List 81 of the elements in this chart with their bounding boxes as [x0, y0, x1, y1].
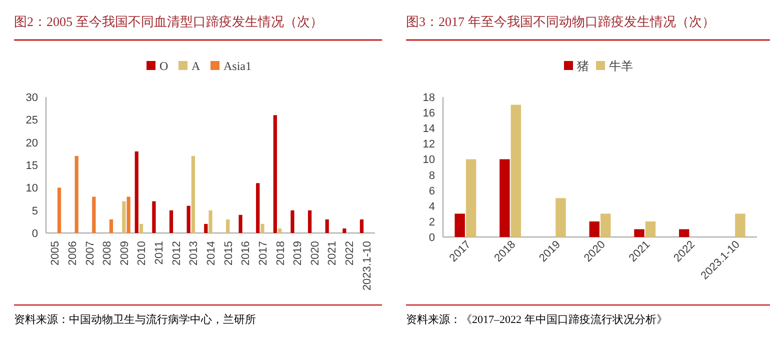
x-tick-label: 2018 [274, 241, 287, 266]
x-tick-label: 2016 [240, 241, 252, 266]
bar [556, 198, 566, 237]
bar [57, 188, 62, 233]
x-tick-label: 2021 [326, 241, 339, 266]
bar [589, 221, 600, 237]
x-tick-label: 2008 [102, 241, 114, 266]
y-tick-label: 20 [26, 137, 38, 150]
bar [679, 229, 690, 237]
bar [226, 219, 230, 233]
bar [510, 104, 521, 237]
bar [204, 224, 208, 233]
bar [634, 229, 644, 237]
bar [92, 196, 96, 233]
bar [342, 228, 346, 233]
bar [260, 224, 264, 233]
y-tick-label: 2 [428, 216, 435, 228]
y-tick-label: 5 [32, 205, 38, 218]
bar [278, 228, 282, 233]
chart-title: 图2：2005 至今我国不同血清型口蹄疫发生情况（次） [14, 14, 323, 29]
bar [308, 210, 312, 233]
x-tick-label: 2017 [257, 241, 270, 266]
y-tick-label: 14 [422, 123, 435, 136]
text: 资料来源：《2017–2022 年中国口蹄疫流行状况分析》 [406, 313, 668, 326]
y-tick-label: 25 [26, 114, 38, 127]
y-tick-label: 6 [428, 185, 435, 198]
legend-label: 牛羊 [609, 59, 633, 73]
bar [191, 156, 195, 233]
x-tick-label: 2005 [50, 241, 62, 266]
x-tick-label: 2010 [136, 241, 148, 266]
y-tick-label: 10 [26, 182, 38, 195]
x-tick-label: 2009 [118, 241, 131, 266]
bar [325, 219, 329, 233]
bar [500, 159, 510, 237]
chart-title: 图3：2017 年至今我国不同动物口蹄疫发生情况（次） [406, 14, 715, 29]
y-tick-label: 18 [422, 92, 435, 104]
text: 资料来源：中国动物卫生与流行病学中心，兰研所 [14, 313, 256, 326]
x-tick-label: 2014 [206, 241, 218, 266]
legend-label: Asia1 [224, 59, 252, 73]
legend-label: O [160, 59, 168, 73]
legend-label: 猪 [577, 59, 589, 73]
x-tick-label: 2011 [154, 241, 166, 265]
y-tick-label: 30 [26, 92, 38, 104]
bar [600, 214, 611, 237]
y-tick-label: 4 [428, 200, 435, 213]
bar [126, 196, 130, 233]
x-tick-label: 2019 [292, 241, 304, 266]
y-tick-label: 0 [32, 228, 38, 240]
bar [139, 224, 144, 233]
bar [238, 214, 242, 233]
bar [735, 214, 746, 237]
bar [290, 210, 294, 233]
x-tick-label: 2022 [344, 241, 356, 266]
x-tick-label: 2007 [84, 241, 96, 266]
y-tick-label: 10 [422, 154, 435, 166]
bar [466, 159, 476, 237]
bar [208, 210, 212, 233]
bar [152, 201, 156, 233]
y-tick-label: 15 [26, 160, 38, 172]
bar [454, 214, 465, 237]
y-tick-label: 12 [422, 138, 435, 151]
x-tick-label: 2015 [222, 241, 235, 266]
x-tick-label: 2020 [309, 241, 322, 266]
legend-label: A [192, 59, 200, 73]
bar [273, 115, 277, 233]
bar [122, 201, 126, 233]
bar [169, 210, 174, 233]
bar [134, 151, 138, 233]
y-tick-label: 0 [428, 232, 435, 244]
x-tick-label: 2013 [188, 241, 200, 266]
y-tick-label: 8 [428, 170, 435, 182]
x-tick-label: 2023.1-10 [361, 241, 374, 291]
y-tick-label: 16 [422, 108, 435, 120]
bar [360, 219, 364, 233]
bar [186, 206, 190, 233]
bar [256, 183, 260, 233]
x-tick-label: 2012 [170, 241, 183, 266]
x-tick-label: 2006 [66, 241, 79, 266]
bar [645, 221, 656, 237]
bar [109, 219, 114, 233]
bar [74, 156, 78, 233]
